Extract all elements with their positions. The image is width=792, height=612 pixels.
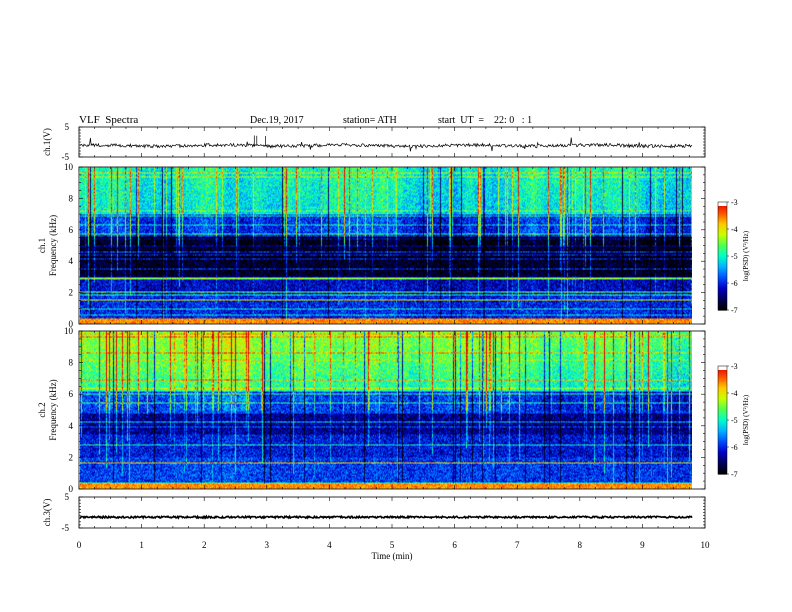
colorbar-tick-label: -7 [731,470,738,479]
colorbar-label: log(PSD) (V²/Hz) [742,394,750,445]
colorbar-tick-label: -3 [731,198,738,207]
x-tick-label: 2 [202,540,207,550]
y-tick-label: 6 [69,225,74,235]
recording-date: Dec.19, 2017 [250,115,304,126]
colorbar-label: log(PSD) (V²/Hz) [742,230,750,281]
spectrogram-image [80,167,692,324]
colorbar-tick-label: -3 [731,362,738,371]
y-tick-label: 6 [69,389,74,399]
spectrogram-image [80,331,692,489]
colorbar [717,201,729,311]
x-axis-label: Time (min) [372,551,413,561]
y-tick-label: -5 [62,523,70,533]
x-tick-label: 1 [139,540,144,550]
colorbar-tick-label: -5 [731,416,738,425]
x-tick-label: 6 [452,540,457,550]
colorbar-tick-label: -4 [731,389,738,398]
colorbar [717,365,729,475]
x-tick-label: 8 [578,540,583,550]
y-axis-label: Frequency (kHz) [48,379,58,440]
y-ticks-panel-0 [79,126,705,158]
panel-frame [78,496,706,529]
x-tick-label: 0 [77,540,82,550]
y-tick-label: 10 [64,326,74,336]
x-ticks-panel-0 [78,127,706,157]
colorbar-tick-label: -6 [731,279,738,288]
x-ticks-panel-1 [78,167,706,324]
y-tick-label: 5 [65,122,70,132]
x-tick-label: 9 [640,540,645,550]
chart-title: VLF Spectra [79,114,139,126]
x-tick-label: 3 [265,540,270,550]
voltage-trace [79,514,693,520]
channel-label: ch.1 [37,238,47,253]
voltage-trace [79,137,693,152]
colorbar-tick-label: -5 [731,252,738,261]
y-tick-label: 4 [69,421,74,431]
x-ticks-panel-2 [78,331,706,489]
x-tick-label: 7 [515,540,520,550]
channel-label: ch.2 [37,402,47,417]
x-tick-label: 10 [701,540,711,550]
y-tick-label: 8 [69,193,74,203]
y-tick-label: -5 [62,152,70,162]
x-tick-label: 5 [390,540,395,550]
y-tick-label: 8 [69,358,74,368]
y-axis-label: Frequency (kHz) [48,215,58,276]
y-tick-label: 0 [69,319,74,329]
y-tick-label: 0 [69,484,74,494]
colorbar-tick-label: -4 [731,225,738,234]
colorbar-tick-label: -6 [731,443,738,452]
colorbar-tick-label: -7 [731,306,738,315]
y-tick-label: 2 [69,452,74,462]
y-axis-label: ch.3(V) [42,499,52,527]
y-ticks-panel-3 [79,496,705,529]
panel-frame [78,126,706,158]
station-label: station= ATH [343,115,397,126]
y-tick-label: 5 [65,492,70,502]
start-time-label: start UT = 22: 0 : 1 [438,115,533,126]
y-tick-label: 4 [69,256,74,266]
y-tick-label: 2 [69,288,74,298]
x-tick-label: 4 [327,540,332,550]
x-ticks-panel-3 [78,497,706,528]
y-axis-label: ch.1(V) [42,128,52,156]
y-tick-label: 10 [64,162,74,172]
